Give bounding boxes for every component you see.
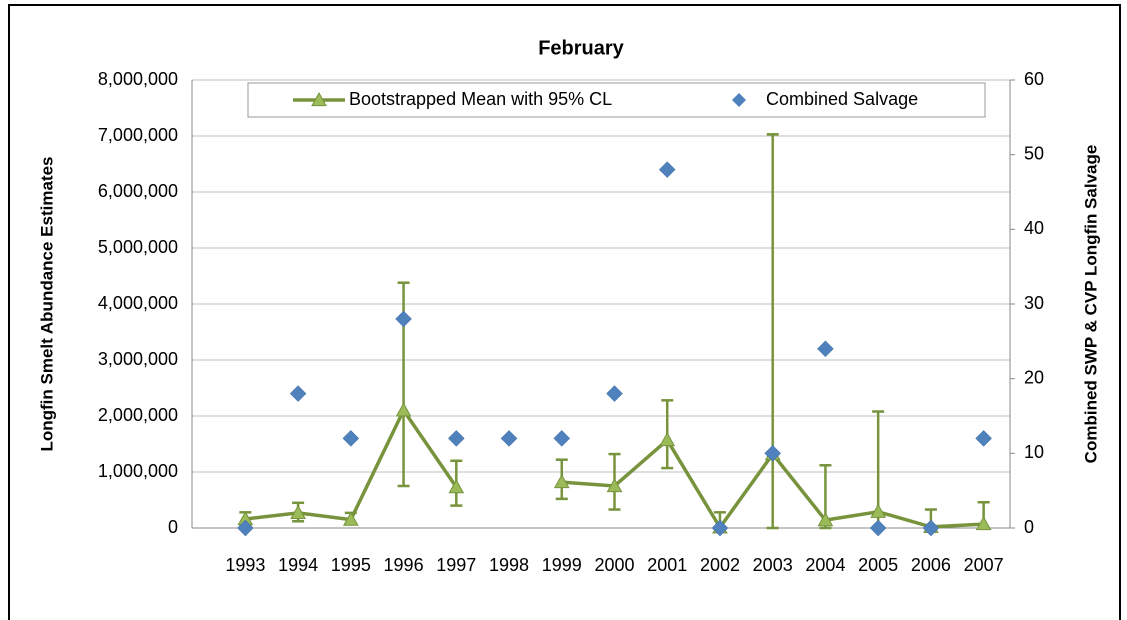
legend-label: Combined Salvage — [766, 89, 918, 109]
point-marker — [553, 474, 570, 489]
y-tick-label: 7,000,000 — [98, 125, 178, 145]
y-tick-label: 3,000,000 — [98, 349, 178, 369]
point-marker — [290, 504, 306, 519]
x-tick-label: 2003 — [753, 555, 793, 575]
y-tick-label: 2,000,000 — [98, 405, 178, 425]
y-tick-label: 6,000,000 — [98, 181, 178, 201]
point-marker — [237, 519, 254, 537]
y2-tick-label: 40 — [1024, 218, 1044, 238]
point-marker — [711, 519, 729, 537]
y2-tick-label: 20 — [1024, 367, 1044, 387]
y2-tick-label: 50 — [1024, 143, 1044, 163]
x-tick-label: 2006 — [911, 555, 951, 575]
frame — [8, 4, 1121, 620]
x-tick-label: 1994 — [278, 555, 318, 575]
x-tick-label: 1998 — [489, 555, 529, 575]
point-marker — [658, 161, 676, 178]
point-marker — [289, 385, 307, 402]
point-marker — [448, 479, 465, 494]
x-tick-label: 1997 — [436, 555, 476, 575]
point-marker — [817, 512, 834, 527]
point-marker — [500, 430, 518, 447]
point-marker — [764, 444, 782, 462]
x-tick-label: 2007 — [964, 555, 1004, 575]
point-marker — [342, 511, 359, 526]
point-marker — [606, 477, 623, 493]
y2-tick-label: 30 — [1024, 293, 1044, 313]
x-tick-label: 2004 — [805, 555, 845, 575]
x-tick-label: 1995 — [331, 555, 371, 575]
x-tick-label: 1993 — [225, 555, 265, 575]
point-marker — [817, 340, 834, 358]
point-marker — [447, 430, 465, 447]
point-marker — [975, 516, 992, 531]
y-tick-label: 0 — [168, 517, 178, 537]
x-tick-label: 2005 — [858, 555, 898, 575]
y2-tick-label: 10 — [1024, 442, 1044, 462]
point-marker — [975, 430, 992, 447]
y2-tick-label: 60 — [1024, 69, 1044, 89]
legend-box — [247, 82, 986, 118]
point-marker — [869, 519, 887, 537]
point-marker — [395, 310, 412, 328]
y-tick-label: 5,000,000 — [98, 237, 178, 257]
y2-axis-label: Combined SWP & CVP Longfin Salvage — [1081, 145, 1100, 464]
y-axis-label: Longfin Smelt Abundance Estimates — [37, 156, 56, 451]
y-tick-label: 1,000,000 — [98, 461, 178, 481]
point-marker — [342, 430, 360, 447]
y-tick-label: 4,000,000 — [98, 293, 178, 313]
x-tick-label: 2000 — [594, 555, 634, 575]
legend-label: Bootstrapped Mean with 95% CL — [349, 89, 612, 109]
x-tick-label: 1996 — [384, 555, 424, 575]
x-tick-label: 2002 — [700, 555, 740, 575]
point-marker — [659, 432, 676, 447]
chart-title: February — [538, 37, 624, 59]
legend-marker — [311, 91, 327, 107]
point-marker — [922, 519, 940, 537]
point-marker — [606, 385, 623, 402]
legend-marker — [732, 93, 746, 107]
x-tick-label: 2001 — [647, 555, 687, 575]
y-tick-label: 8,000,000 — [98, 69, 178, 89]
point-marker — [553, 430, 571, 447]
point-marker — [395, 402, 412, 417]
point-marker — [870, 503, 887, 518]
x-tick-label: 1999 — [542, 555, 582, 575]
y2-tick-label: 0 — [1024, 517, 1034, 537]
